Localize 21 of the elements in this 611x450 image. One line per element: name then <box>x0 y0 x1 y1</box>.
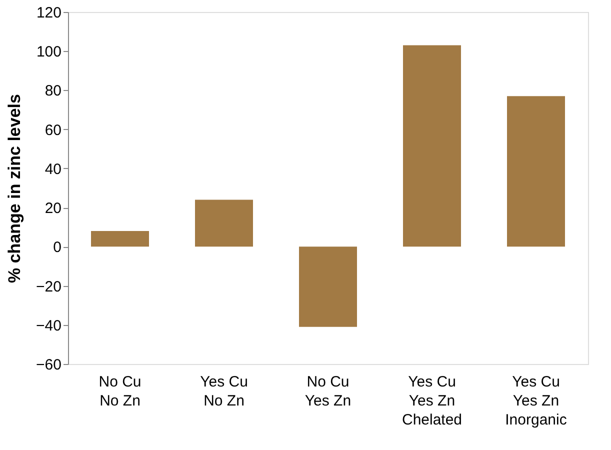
y-axis-title: % change in zinc levels <box>5 94 24 283</box>
x-tick-label: Yes Cu Yes Zn Chelated <box>402 374 462 428</box>
bar <box>403 45 461 247</box>
y-tick-label: −40 <box>36 317 62 334</box>
y-tick-label: 100 <box>36 44 62 61</box>
y-tick-label: 0 <box>53 239 62 256</box>
y-tick-label: 80 <box>44 82 62 100</box>
bar <box>91 231 149 247</box>
x-tick-label: Yes Cu Yes Zn Inorganic <box>505 374 568 428</box>
y-tick-label: 20 <box>44 200 62 218</box>
y-tick-label: 40 <box>44 160 62 178</box>
y-tick-label: 60 <box>44 122 62 139</box>
bar <box>195 200 253 247</box>
y-tick-label: −20 <box>36 278 62 296</box>
bar <box>299 246 357 327</box>
x-tick-label: No Cu No Zn <box>98 374 142 410</box>
bar <box>507 96 565 247</box>
y-tick-label: −60 <box>36 356 62 374</box>
x-tick-label: No Cu Yes Zn <box>304 374 352 410</box>
x-tick-label: Yes Cu No Zn <box>200 374 248 410</box>
y-tick-label: 120 <box>36 4 62 22</box>
